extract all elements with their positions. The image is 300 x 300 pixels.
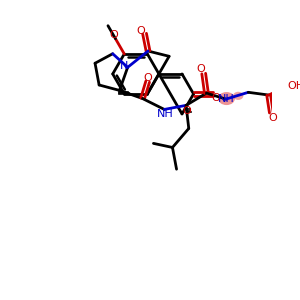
Ellipse shape	[218, 92, 235, 105]
Text: O: O	[196, 64, 206, 74]
Text: O: O	[182, 106, 191, 116]
Text: NH: NH	[218, 94, 234, 104]
Text: O: O	[136, 26, 145, 36]
Text: O: O	[143, 73, 152, 82]
Text: O: O	[211, 93, 220, 103]
Text: O: O	[268, 112, 277, 123]
Ellipse shape	[233, 92, 243, 100]
Text: O: O	[110, 30, 118, 40]
Text: NH: NH	[157, 109, 174, 118]
Text: OH: OH	[287, 80, 300, 91]
Text: N: N	[120, 61, 129, 71]
